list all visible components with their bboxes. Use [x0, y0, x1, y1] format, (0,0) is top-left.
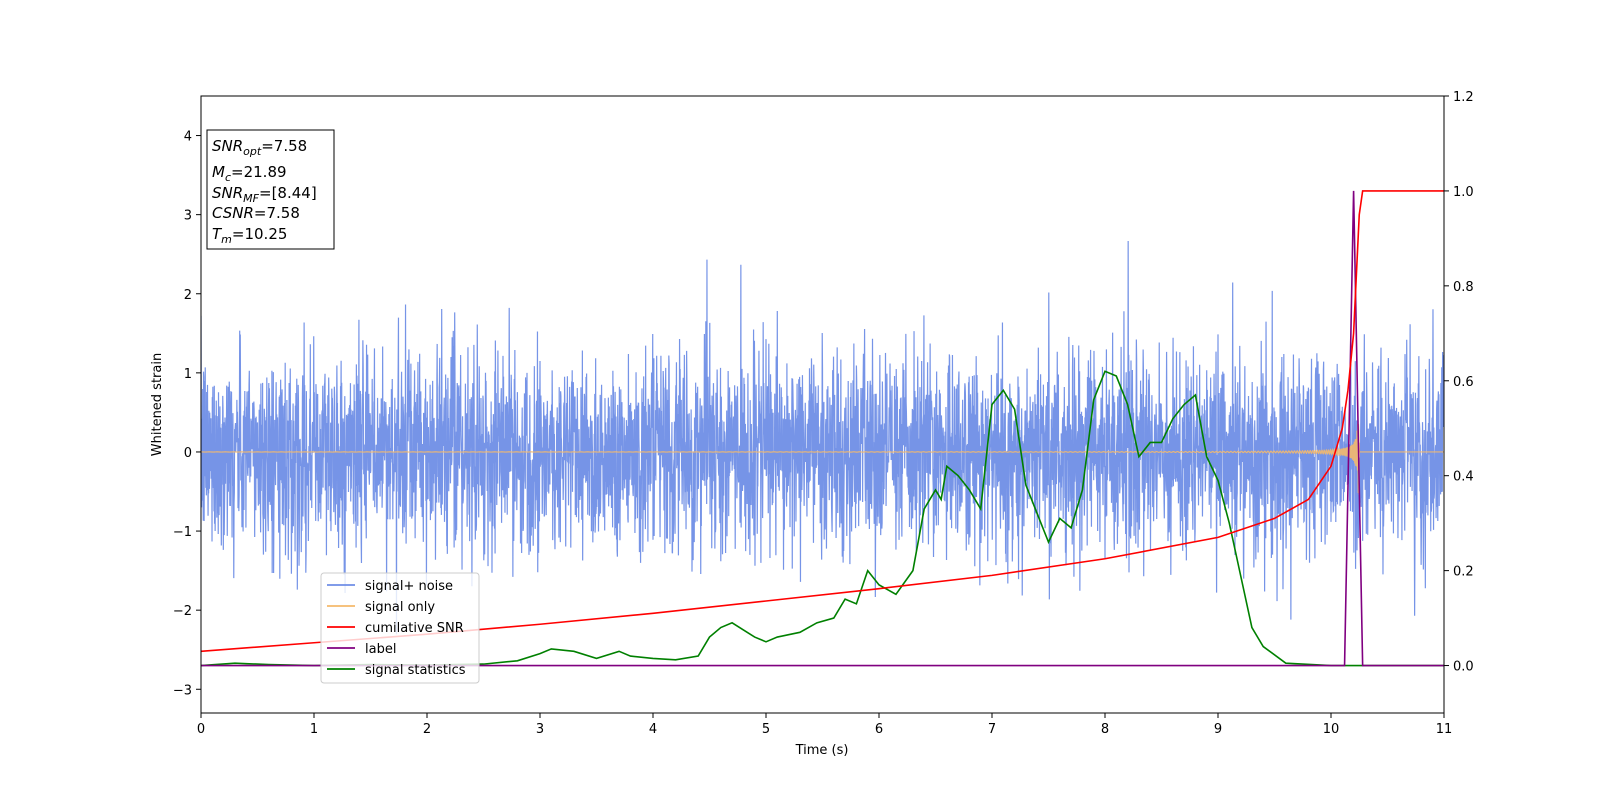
x-tick-label: 0	[197, 722, 205, 737]
x-tick-label: 10	[1323, 722, 1340, 737]
y-left-tick-label: 0	[184, 446, 192, 461]
series-label-line	[201, 190, 1444, 667]
series-cumulative-snr-line	[201, 190, 1444, 653]
legend-label: signal+ noise	[365, 579, 453, 594]
y-left-tick-label: 4	[184, 130, 192, 145]
series-signal-only-line	[201, 423, 1444, 496]
legend: signal+ noise signal only cumilative SNR la…	[320, 572, 480, 684]
x-tick-label: 6	[875, 722, 883, 737]
stats-entry: Mc=21.89	[212, 163, 287, 184]
stats-box-frame	[206, 129, 335, 250]
y-right-tick-label: 0.2	[1453, 565, 1474, 580]
y-right-tick-label: 0.4	[1453, 470, 1474, 485]
y-right-tick-label: 1.0	[1453, 185, 1474, 200]
x-tick-label: 11	[1436, 722, 1453, 737]
x-axis-title: Time (s)	[795, 743, 849, 758]
legend-label: signal statistics	[365, 663, 466, 678]
x-tick-label: 3	[536, 722, 544, 737]
plot-area	[201, 190, 1444, 667]
axes: 0 1 2 3 4 5 6 7 8 9 10 11 −3 −2 −1 0 1 2 3 4 0.0 0.2 0.4 0.6 0.8…	[173, 90, 1474, 737]
y-right-tick-label: 0.0	[1453, 660, 1474, 675]
y-right-tick-label: 1.2	[1453, 90, 1474, 105]
legend-box	[320, 572, 480, 684]
y-left-tick-label: −3	[173, 683, 192, 698]
y-right-tick-label: 0.6	[1453, 375, 1474, 390]
y-right-tick-label: 0.8	[1453, 280, 1474, 295]
x-tick-label: 8	[1101, 722, 1109, 737]
plot-frame	[200, 95, 1445, 714]
stats-annotation-box: SNRopt=7.58 Mc=21.89SNRMF=[8.44]CSNR=7.58…	[206, 129, 335, 250]
x-tick-label: 4	[649, 722, 657, 737]
y-left-tick-label: −1	[173, 525, 192, 540]
x-tick-label: 2	[423, 722, 431, 737]
y-left-tick-label: 3	[184, 209, 192, 224]
legend-label: signal only	[365, 600, 435, 615]
x-tick-label: 7	[988, 722, 996, 737]
legend-label: cumilative SNR	[365, 621, 464, 636]
x-tick-label: 9	[1214, 722, 1222, 737]
y-left-tick-label: 2	[184, 288, 192, 303]
series-signal-statistics-line	[201, 370, 1444, 667]
stats-entry: SNRopt=7.58	[212, 137, 307, 158]
x-tick-label: 5	[762, 722, 770, 737]
stats-entry: CSNR=7.58	[212, 204, 300, 222]
x-tick-label: 1	[310, 722, 318, 737]
series-signal-noise-line	[201, 241, 1444, 635]
stats-entry: Tm=10.25	[212, 225, 287, 246]
y-left-tick-label: −2	[173, 604, 192, 619]
y-left-tick-label: 1	[184, 367, 192, 382]
y-axis-title: Whitened strain	[150, 353, 165, 456]
stats-entry: SNRMF=[8.44]	[212, 184, 317, 205]
legend-label: label	[365, 642, 396, 657]
